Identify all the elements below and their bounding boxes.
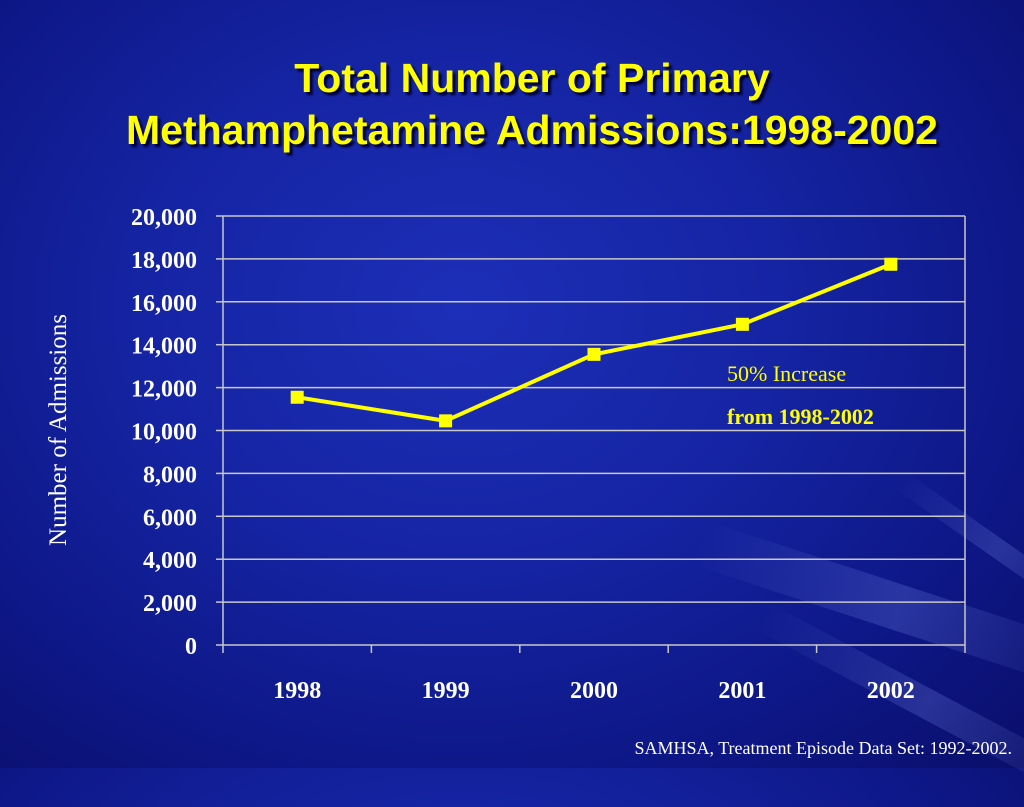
y-tick-label: 6,000 [143,505,197,531]
title-line-2: Methamphetamine Admissions:1998-2002 [126,107,938,153]
x-tick-labels: 1998 1999 2000 2001 2002 [273,678,915,704]
y-tick-label: 8,000 [143,462,197,488]
annotation-line-2: from 1998-2002 [727,404,874,429]
x-tick-label: 1999 [422,678,470,704]
page-title: Total Number of Primary Methamphetamine … [0,52,1024,156]
y-tick-label: 2,000 [143,591,197,617]
data-point [884,257,898,271]
y-tick-label: 0 [185,634,197,660]
y-tick-label: 4,000 [143,548,197,574]
title-line-1: Total Number of Primary [294,55,770,101]
x-tick-label: 1998 [273,678,321,704]
y-tick-label: 20,000 [131,205,197,231]
y-tick-labels: 0 2,000 4,000 6,000 8,000 10,000 12,000 14,000 1… [131,205,197,660]
axes [216,215,966,653]
gridlines [223,215,965,603]
source-citation: SAMHSA, Treatment Episode Data Set: 1992… [634,738,1013,758]
y-tick-label: 12,000 [131,377,197,403]
x-tick-label: 2001 [718,678,766,704]
data-point [587,347,601,361]
y-tick-label: 16,000 [131,291,197,317]
y-tick-label: 18,000 [131,248,197,274]
data-point [290,390,304,404]
data-point [735,317,749,331]
y-tick-label: 14,000 [131,334,197,360]
x-tick-label: 2002 [867,678,915,704]
y-axis-label: Number of Admissions [45,314,72,546]
annotation-line-1: 50% Increase [727,361,846,386]
series-admissions [290,257,898,428]
line-chart: 0 2,000 4,000 6,000 8,000 10,000 12,000 14,000 1… [45,205,966,704]
data-point [439,414,453,428]
series-line [296,262,892,423]
x-tick-label: 2000 [570,678,618,704]
y-tick-label: 10,000 [131,420,197,446]
